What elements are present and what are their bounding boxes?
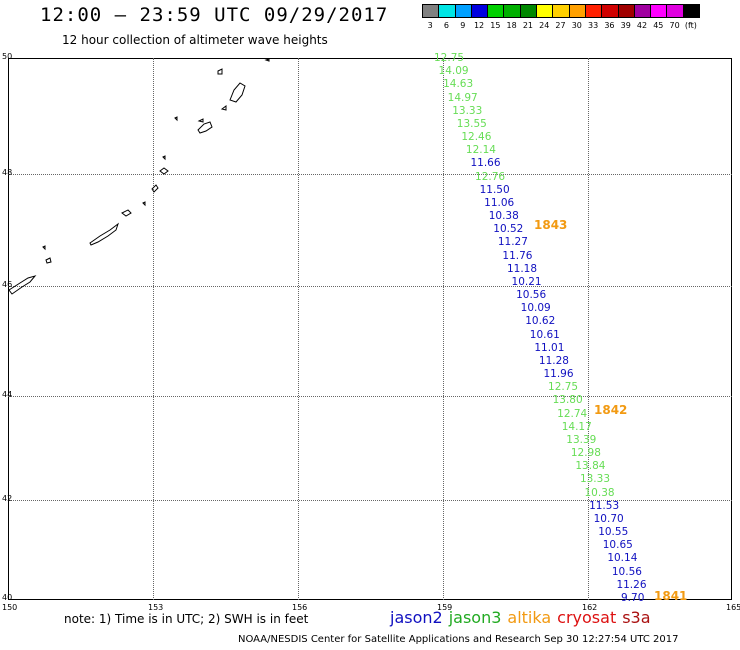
color-scale-label: 30 bbox=[571, 21, 582, 30]
map-subtitle: 12 hour collection of altimeter wave hei… bbox=[62, 33, 328, 47]
wave-height-value: 10.61 bbox=[529, 328, 560, 341]
wave-height-value: 10.14 bbox=[607, 552, 638, 565]
mission-legend: jason2 jason3 altika cryosat s3a bbox=[390, 608, 657, 627]
grid-line-lat-46 bbox=[8, 286, 732, 287]
wave-height-value: 12.75 bbox=[434, 52, 465, 64]
color-scale-label: 36 bbox=[604, 21, 615, 30]
lon-label: 156 bbox=[292, 603, 308, 612]
wave-height-value: 11.06 bbox=[484, 196, 515, 209]
color-scale bbox=[422, 4, 701, 18]
wave-height-value: 11.66 bbox=[470, 157, 501, 170]
wave-height-value: 11.96 bbox=[543, 368, 574, 381]
wave-height-value: 10.09 bbox=[520, 302, 551, 315]
wave-height-value: 12.75 bbox=[548, 381, 579, 394]
lon-label: 165 bbox=[726, 603, 740, 612]
wave-height-value: 14.09 bbox=[438, 65, 469, 78]
lon-label: 150 bbox=[2, 603, 18, 612]
wave-height-value: 12.76 bbox=[475, 170, 506, 183]
wave-height-value: 10.21 bbox=[511, 275, 542, 288]
grid-line-lon-153 bbox=[153, 58, 154, 600]
grid-line-lat-44 bbox=[8, 396, 732, 397]
wave-height-value: 13.39 bbox=[566, 433, 597, 446]
note-text: note: 1) Time is in UTC; 2) SWH is in fe… bbox=[64, 612, 309, 626]
wave-height-value: 9.70 bbox=[621, 592, 645, 604]
wave-height-value: 13.33 bbox=[452, 104, 483, 117]
wave-height-value: 14.97 bbox=[447, 91, 478, 104]
wave-height-value: 13.84 bbox=[575, 460, 606, 473]
color-scale-label: 27 bbox=[555, 21, 566, 30]
wave-height-value: 11.28 bbox=[538, 354, 569, 367]
wave-height-value: 12.74 bbox=[557, 407, 588, 420]
lat-label: 40 bbox=[2, 593, 13, 602]
footer-credit: NOAA/NESDIS Center for Satellite Applica… bbox=[238, 634, 679, 645]
wave-height-value: 11.18 bbox=[506, 262, 538, 275]
cycle-label: 1842 bbox=[594, 403, 628, 417]
lat-label: 50 bbox=[2, 52, 13, 61]
wave-height-value: 14.17 bbox=[561, 420, 592, 433]
lon-label: 162 bbox=[582, 603, 598, 612]
grid-line-lon-162 bbox=[588, 58, 589, 600]
wave-height-value: 11.76 bbox=[502, 249, 533, 262]
color-scale-label: 24 bbox=[539, 21, 550, 30]
color-scale-label: 42 bbox=[636, 21, 648, 30]
lat-label: 42 bbox=[2, 494, 13, 503]
color-scale-label: 12 bbox=[473, 21, 485, 30]
wave-height-value: 11.50 bbox=[479, 183, 510, 196]
map-title: 12:00 – 23:59 UTC 09/29/2017 bbox=[40, 4, 389, 26]
lon-label: 159 bbox=[437, 603, 453, 612]
wave-height-value: 10.38 bbox=[584, 486, 615, 499]
grid-line-lat-42 bbox=[8, 500, 732, 501]
wave-height-value: 12.98 bbox=[570, 447, 601, 460]
wave-height-value: 11.27 bbox=[497, 236, 528, 249]
mission-legend-item: cryosat bbox=[557, 608, 617, 627]
color-scale-label: 6 bbox=[443, 21, 449, 30]
mission-legend-item: jason3 bbox=[448, 608, 502, 627]
wave-height-value: 13.33 bbox=[579, 473, 610, 486]
lat-label: 48 bbox=[2, 168, 13, 177]
lon-label: 153 bbox=[148, 603, 164, 612]
wave-height-value: 13.55 bbox=[456, 117, 487, 130]
grid-line-lon-156 bbox=[298, 58, 299, 600]
wave-height-value: 10.62 bbox=[525, 315, 556, 328]
grid-line-lat-48 bbox=[8, 174, 732, 175]
wave-height-value: 10.52 bbox=[493, 223, 524, 236]
cycle-label: 1841 bbox=[654, 589, 688, 603]
wave-height-value: 10.70 bbox=[593, 512, 624, 525]
wave-height-value: 10.56 bbox=[611, 565, 642, 578]
lat-label: 44 bbox=[2, 390, 13, 399]
wave-height-value: 11.26 bbox=[616, 578, 647, 591]
wave-height-value: 10.55 bbox=[598, 526, 629, 539]
color-scale-label: 21 bbox=[522, 21, 534, 30]
cycle-label: 1843 bbox=[534, 218, 568, 232]
wave-height-value: 10.56 bbox=[516, 289, 547, 302]
wave-height-value: 10.65 bbox=[602, 539, 633, 552]
mission-legend-item: s3a bbox=[622, 608, 651, 627]
wave-height-value: 11.01 bbox=[534, 341, 565, 354]
color-scale-label: 39 bbox=[620, 21, 631, 30]
color-scale-label: 3 bbox=[427, 21, 433, 30]
mission-legend-item: jason2 bbox=[390, 608, 443, 627]
wave-height-value: 10.38 bbox=[488, 210, 519, 223]
color-scale-swatch bbox=[682, 4, 701, 18]
color-scale-label: 18 bbox=[506, 21, 517, 30]
wave-height-value: 12.46 bbox=[461, 131, 492, 144]
lat-label: 46 bbox=[2, 280, 13, 289]
mission-legend-item: altika bbox=[507, 608, 552, 627]
map-frame bbox=[8, 58, 732, 600]
grid-line-lon-159 bbox=[443, 58, 444, 600]
color-scale-labels: 3 6 9 12 15 18 21 24 27 30 33 36 39 42 45 70 (ft) bbox=[422, 21, 699, 30]
wave-height-value: 11.53 bbox=[589, 499, 620, 512]
wave-height-value: 12.14 bbox=[465, 144, 496, 157]
wave-height-value: 14.63 bbox=[443, 78, 474, 91]
color-scale-label: 9 bbox=[460, 21, 466, 30]
wave-height-value: 13.80 bbox=[552, 394, 583, 407]
color-scale-label: 15 bbox=[490, 21, 501, 30]
color-scale-label: 70 bbox=[669, 21, 680, 30]
color-scale-label: (ft) bbox=[684, 21, 697, 30]
color-scale-label: 45 bbox=[653, 21, 664, 30]
color-scale-label: 33 bbox=[588, 21, 599, 30]
